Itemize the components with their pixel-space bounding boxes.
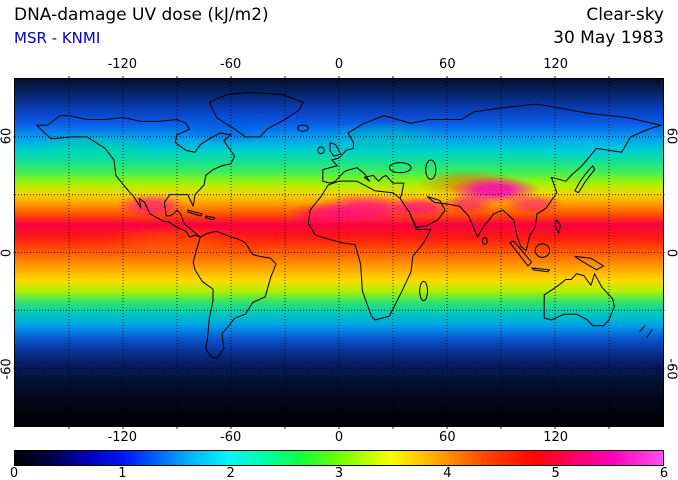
coastlines (37, 92, 662, 358)
lon-tick-label: -60 (220, 430, 242, 445)
borneo-coastline (535, 244, 549, 257)
greenland-coastline (209, 92, 303, 136)
graticule-gridlines (15, 79, 663, 426)
madagascar-coastline (420, 281, 428, 300)
new-zealand-coastline (640, 326, 653, 338)
colorbar-tick-label: 0 (9, 466, 19, 480)
top-longitude-axis: -120 -60 0 60 120 (14, 57, 664, 72)
hispaniola-coastline (206, 216, 215, 220)
colorbar-tick-label: 3 (334, 466, 344, 480)
lon-tick-label: -120 (107, 57, 138, 72)
colorbar-tick-label: 4 (443, 466, 452, 480)
cuba-coastline (188, 210, 202, 216)
date-label: 30 May 1983 (553, 28, 664, 48)
lon-tick-label: 60 (439, 57, 456, 72)
ireland-coastline (318, 147, 324, 154)
bottom-longitude-axis: -120 -60 0 60 120 (14, 430, 664, 445)
lat-tick-label: -60 (663, 358, 678, 380)
right-latitude-axis: 60 0 -60 (664, 78, 678, 427)
new-guinea-coastline (575, 256, 604, 269)
uk-coastline (330, 143, 341, 156)
axis-ticks (14, 76, 665, 428)
japan-coastline (575, 166, 595, 193)
australia-coastline (544, 274, 614, 326)
colorbar-tick-label: 2 (226, 466, 235, 480)
africa-coastline (308, 181, 430, 320)
left-latitude-axis: 60 0 -60 (0, 78, 15, 427)
lat-tick-label: 0 (0, 248, 15, 257)
iceland-coastline (298, 125, 309, 131)
lat-tick-label: 60 (0, 127, 15, 145)
colorbar-gradient (14, 450, 664, 466)
map-overlay (15, 79, 663, 426)
lon-tick-label: -60 (220, 57, 242, 72)
caspian-sea-outline (426, 160, 436, 179)
colorbar-tick-label: 1 (118, 466, 127, 480)
java-coastline (532, 268, 550, 272)
south-america-coastline (193, 231, 276, 358)
lon-tick-label: 0 (334, 430, 344, 445)
lon-tick-label: 60 (439, 430, 456, 445)
eurasia-coastline (323, 104, 661, 251)
lat-tick-label: -60 (0, 358, 15, 380)
lon-tick-label: 120 (543, 57, 569, 72)
sky-condition-label: Clear-sky (586, 5, 664, 25)
lon-tick-label: 120 (543, 430, 569, 445)
lon-tick-label: 0 (334, 57, 344, 72)
black-sea-outline (389, 163, 411, 173)
data-source-label: MSR - KNMI (14, 29, 101, 47)
colorbar-tick-label: 6 (659, 466, 669, 480)
lat-tick-label: 0 (663, 248, 678, 257)
page-title: DNA-damage UV dose (kJ/m2) (14, 5, 269, 25)
philippines-coastline (555, 220, 560, 233)
north-america-coastline (37, 116, 235, 237)
colorbar-tick-label: 5 (551, 466, 560, 480)
sumatra-coastline (510, 241, 532, 266)
map-plot-frame (14, 78, 664, 427)
sri-lanka-coastline (482, 237, 487, 244)
lon-tick-label: -120 (107, 430, 138, 445)
lat-tick-label: 60 (663, 127, 678, 145)
